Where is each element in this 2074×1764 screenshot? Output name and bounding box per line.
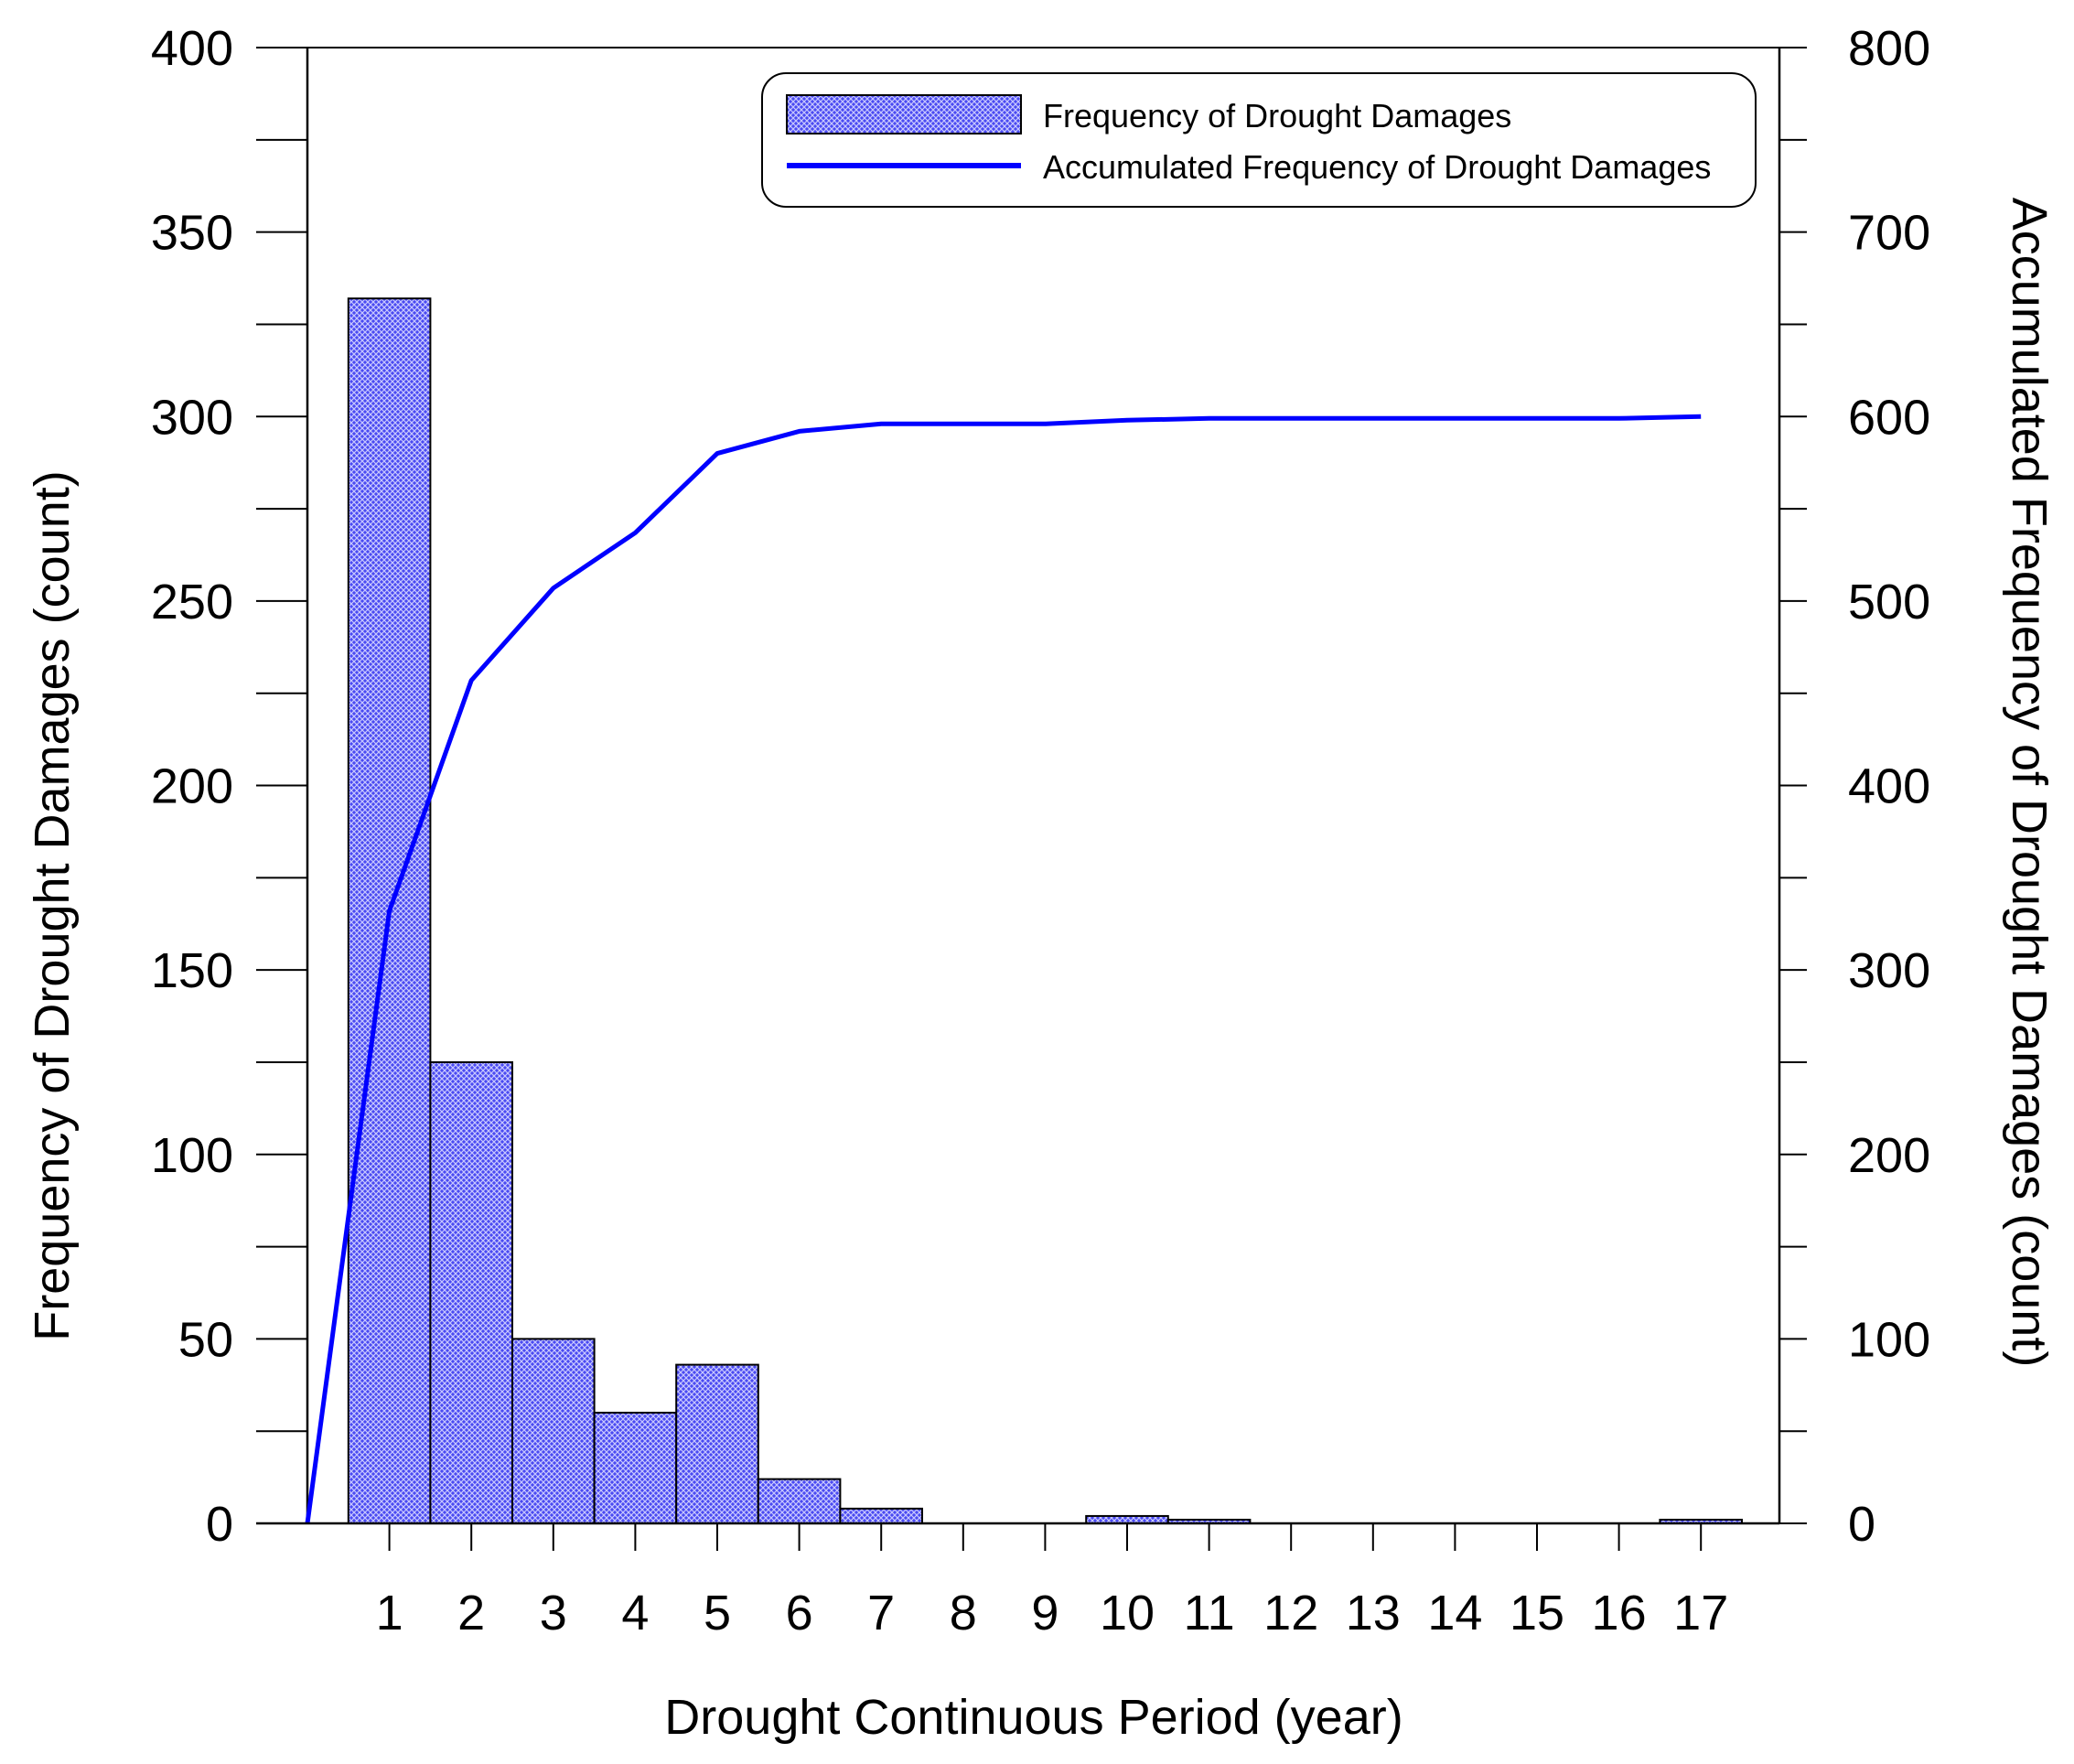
y-axis-title: Frequency of Drought Damages (count) [25, 470, 80, 1340]
bar-5 [675, 1363, 759, 1525]
x-tick-label-14: 14 [1427, 1586, 1482, 1640]
y2-tick-label-300: 300 [1848, 943, 1930, 998]
bar-3 [511, 1338, 596, 1524]
y2-tick-label-800: 800 [1848, 21, 1930, 76]
y-tick-label-0: 0 [206, 1497, 233, 1552]
y2-tick-label-600: 600 [1848, 390, 1930, 445]
x-tick-label-7: 7 [867, 1586, 895, 1640]
x-tick-label-17: 17 [1673, 1586, 1728, 1640]
y2-tick-label-100: 100 [1848, 1312, 1930, 1367]
x-tick-label-10: 10 [1100, 1586, 1155, 1640]
x-tick-label-13: 13 [1346, 1586, 1401, 1640]
x-tick-label-1: 1 [376, 1586, 403, 1640]
legend-bar-swatch [786, 94, 1022, 134]
accumulated-line [305, 414, 1702, 1524]
legend-line-label: Accumulated Frequency of Drought Damages [1043, 148, 1711, 186]
x-tick-label-9: 9 [1031, 1586, 1058, 1640]
x-tick-label-11: 11 [1184, 1586, 1235, 1640]
legend-box [761, 72, 1757, 208]
y-tick-label-250: 250 [151, 575, 233, 629]
y-tick-label-400: 400 [151, 21, 233, 76]
y-tick-label-100: 100 [151, 1128, 233, 1183]
y-tick-label-350: 350 [151, 206, 233, 261]
x-tick-label-5: 5 [704, 1586, 731, 1640]
bar-6 [757, 1478, 842, 1524]
bar-7 [839, 1507, 924, 1524]
y2-tick-label-700: 700 [1848, 206, 1930, 261]
x-tick-label-2: 2 [457, 1586, 485, 1640]
x-tick-label-8: 8 [950, 1586, 977, 1640]
plot-frame [306, 47, 1781, 1523]
x-tick-label-4: 4 [621, 1586, 649, 1640]
x-tick-label-3: 3 [540, 1586, 567, 1640]
y-tick-label-200: 200 [151, 759, 233, 814]
y2-tick-label-0: 0 [1848, 1497, 1875, 1552]
bar-2 [429, 1060, 513, 1524]
bars-series [347, 297, 1744, 1525]
y2-tick-label-400: 400 [1848, 759, 1930, 814]
y2-tick-label-200: 200 [1848, 1128, 1930, 1183]
accumulated-line-series [305, 414, 1702, 1524]
x-tick-label-15: 15 [1510, 1586, 1564, 1640]
x-tick-label-6: 6 [786, 1586, 813, 1640]
y-tick-label-150: 150 [151, 943, 233, 998]
y2-tick-label-500: 500 [1848, 575, 1930, 629]
y-tick-label-300: 300 [151, 390, 233, 445]
bar-4 [593, 1412, 678, 1525]
y2-axis-title: Accumulated Frequency of Drought Damages… [2002, 198, 2057, 1368]
x-tick-label-16: 16 [1592, 1586, 1647, 1640]
x-axis-title: Drought Continuous Period (year) [664, 1690, 1402, 1745]
axes: 1 2 3 4 5 6 7 8 9 10 11 12 13 14 15 16 17050100150200250… [151, 21, 1930, 1640]
x-tick-label-12: 12 [1263, 1586, 1318, 1640]
legend: Frequency of Drought Damages Accumulated… [761, 72, 1757, 208]
y-tick-label-50: 50 [178, 1312, 233, 1367]
legend-bar-label: Frequency of Drought Damages [1043, 97, 1511, 134]
